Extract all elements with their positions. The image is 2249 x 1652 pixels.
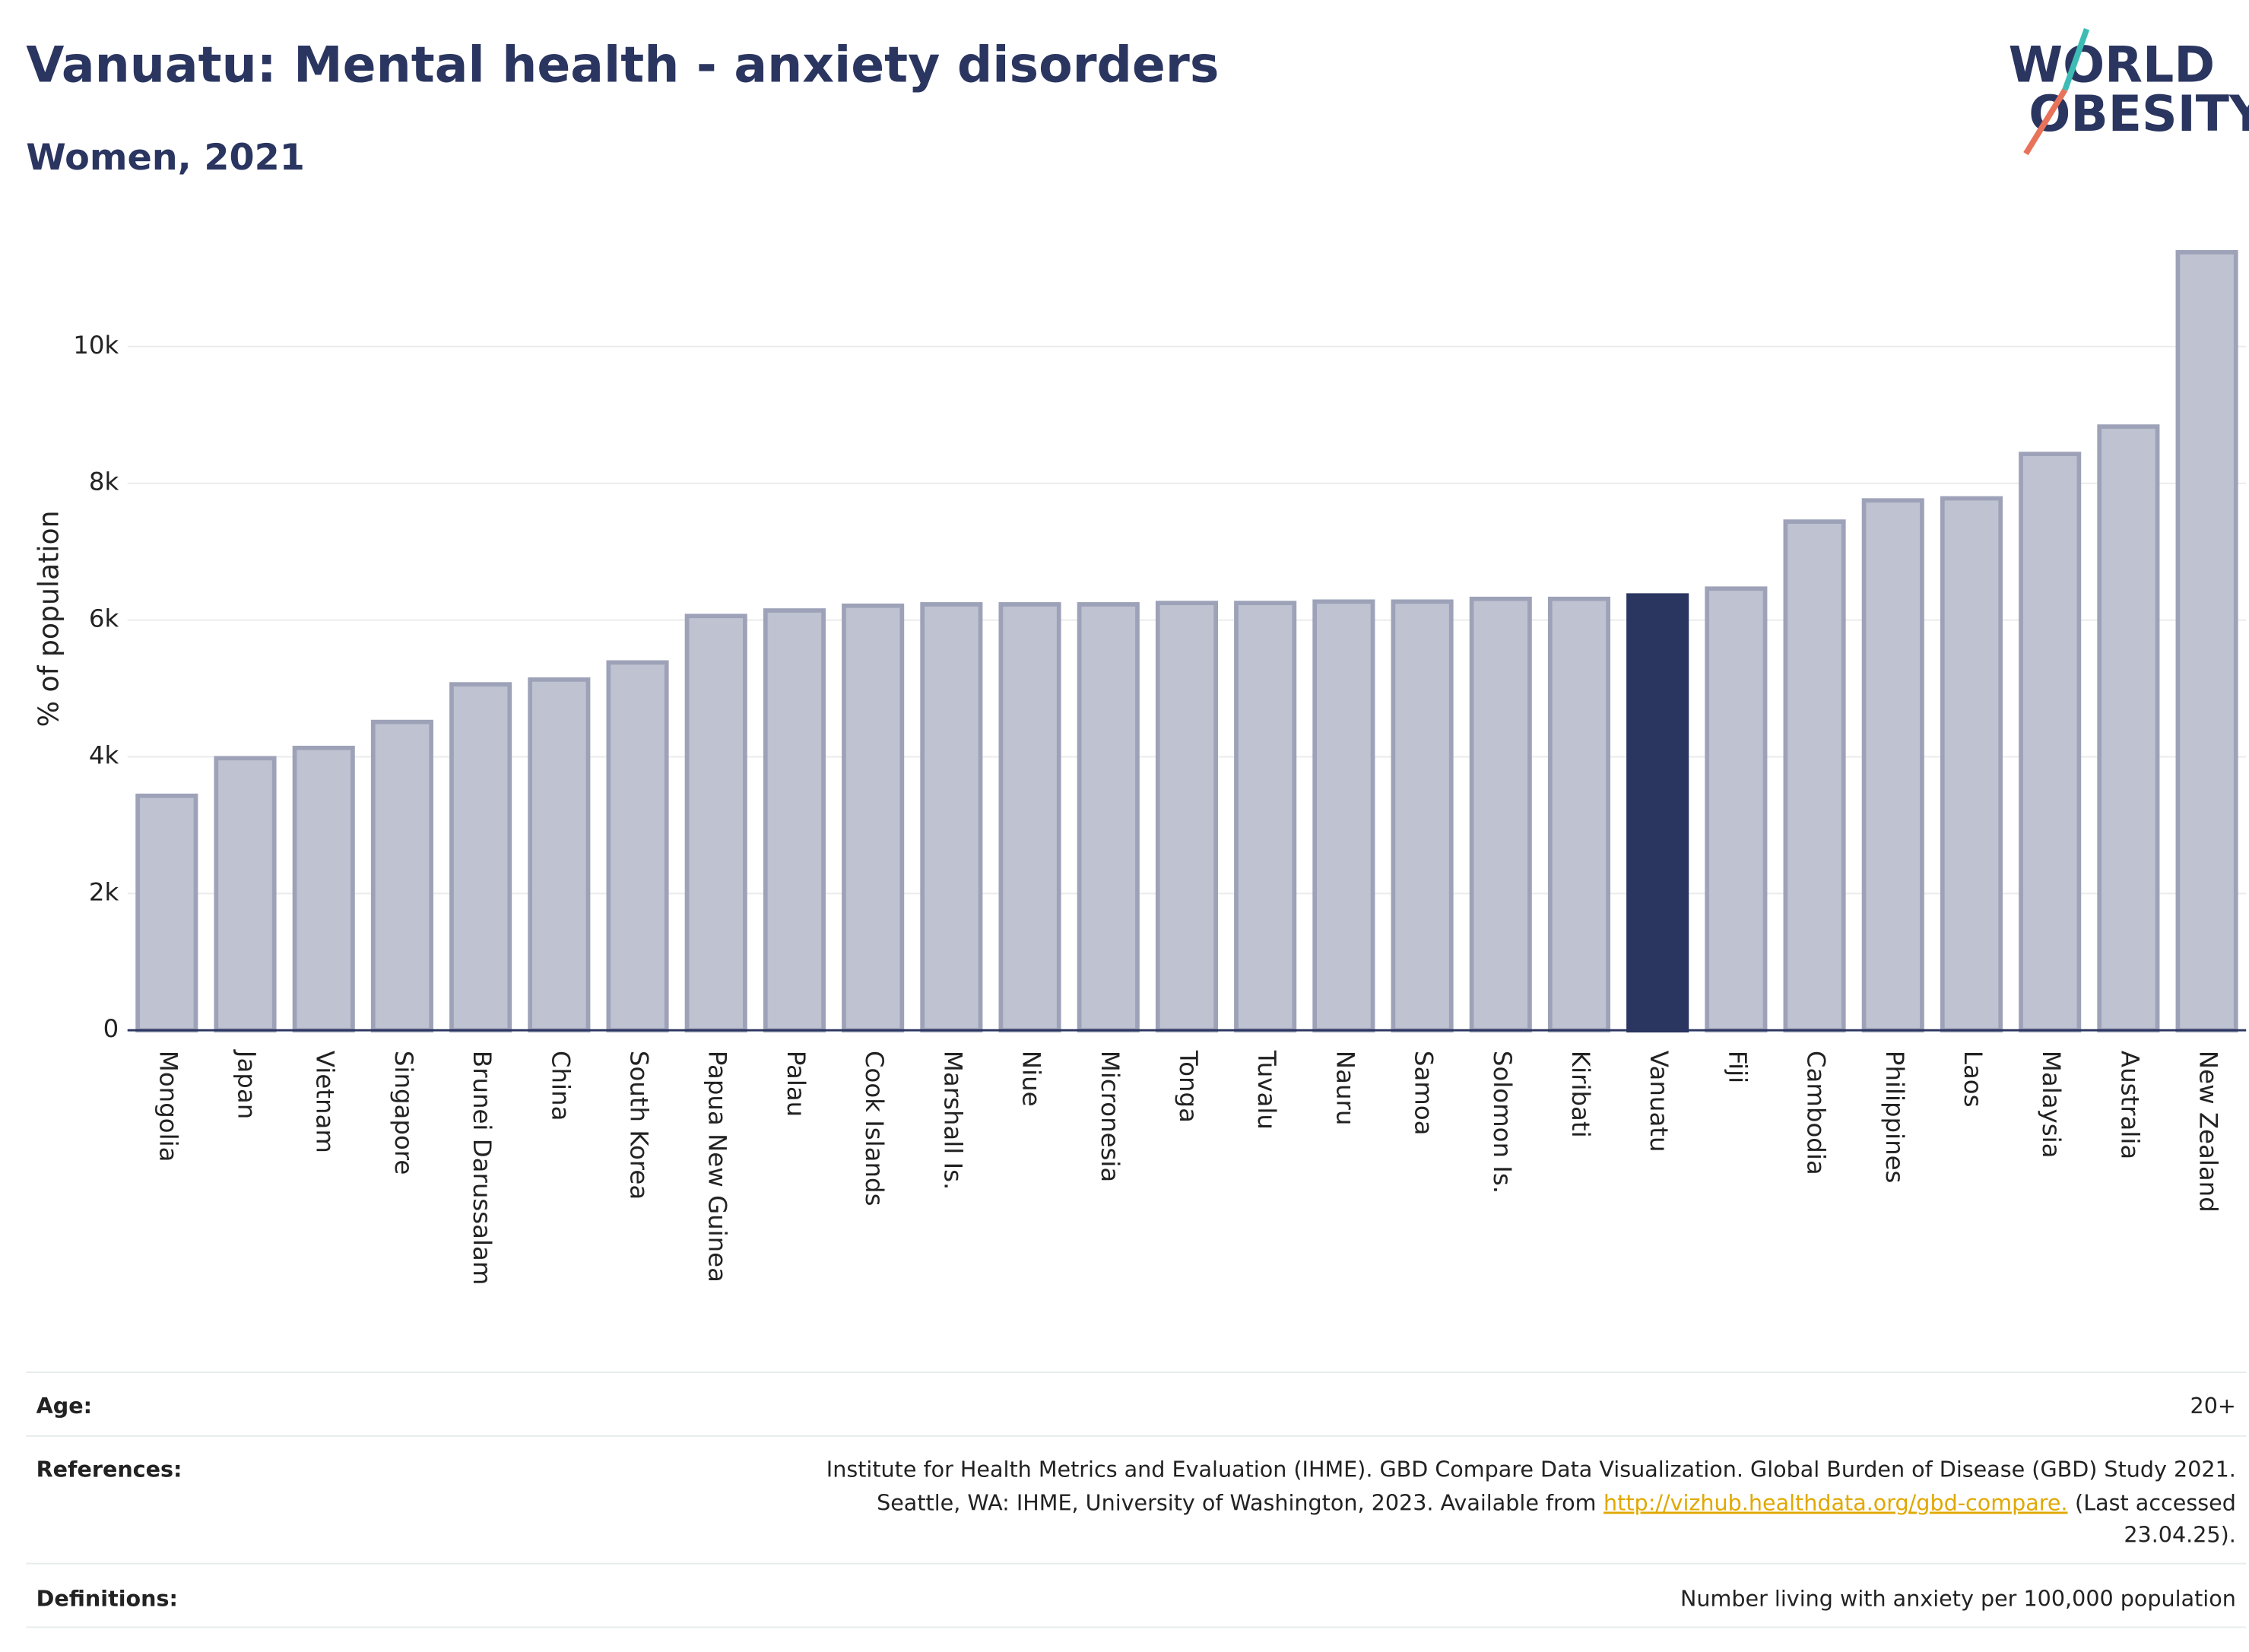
- x-tick-label: Cook Islands: [860, 1051, 889, 1206]
- reference-text: Institute for Health Metrics and Evaluat…: [826, 1457, 2236, 1482]
- bar: [135, 793, 198, 1033]
- y-tick-label: 0: [103, 1014, 119, 1043]
- bar: [528, 677, 591, 1033]
- reference-text: 23.04.25).: [2124, 1521, 2236, 1547]
- bar: [1626, 593, 1689, 1033]
- x-tick-label: China: [546, 1051, 575, 1121]
- bar: [1940, 496, 2003, 1033]
- x-tick-label: Vietnam: [311, 1051, 340, 1153]
- reference-text: (Last accessed: [2075, 1489, 2236, 1515]
- bar: [449, 682, 512, 1033]
- bar: [842, 603, 905, 1033]
- logo-line2: OBESITY: [2029, 86, 2249, 143]
- bar: [1705, 586, 1768, 1033]
- bar: [1547, 596, 1611, 1033]
- x-tick-label: Philippines: [1880, 1051, 1909, 1184]
- bar: [606, 660, 669, 1033]
- x-tick-label: Tonga: [1174, 1050, 1203, 1123]
- x-tick-label: Fiji: [1723, 1051, 1752, 1083]
- x-tick-label: Tuvalu: [1252, 1050, 1281, 1130]
- reference-text: Seattle, WA: IHME, University of Washing…: [877, 1489, 2236, 1515]
- x-tick-label: Vanuatu: [1645, 1051, 1673, 1153]
- bar: [2097, 424, 2160, 1033]
- bar: [684, 614, 747, 1033]
- y-tick-label: 8k: [89, 468, 119, 496]
- reference-text: Seattle, WA: IHME, University of Washing…: [877, 1489, 1596, 1515]
- y-axis-label: % of population: [33, 510, 65, 727]
- age-label: Age:: [36, 1393, 92, 1419]
- y-tick-label: 2k: [89, 877, 119, 906]
- reference-link[interactable]: http://vizhub.healthdata.org/gbd-compare…: [1603, 1489, 2067, 1515]
- x-tick-label: Marshall Is.: [938, 1051, 967, 1190]
- x-tick-label: Cambodia: [1802, 1051, 1831, 1175]
- bar: [1861, 498, 1924, 1033]
- bar: [1234, 601, 1297, 1033]
- chart-title: Vanuatu: Mental health - anxiety disorde…: [26, 36, 1219, 94]
- bar: [1077, 602, 1140, 1033]
- y-tick-label: 6k: [89, 604, 119, 633]
- bar: [1312, 599, 1375, 1033]
- definitions-label: Definitions:: [36, 1585, 178, 1611]
- bar: [1783, 519, 1846, 1033]
- x-tick-label: Micronesia: [1096, 1051, 1124, 1182]
- y-tick-label: 10k: [73, 331, 119, 360]
- x-tick-label: Singapore: [389, 1051, 418, 1175]
- x-tick-label: New Zealand: [2194, 1051, 2223, 1213]
- x-tick-label: Malaysia: [2037, 1051, 2066, 1159]
- bar: [292, 745, 355, 1033]
- x-tick-label: Australia: [2115, 1051, 2144, 1159]
- x-tick-label: Laos: [1959, 1051, 1987, 1108]
- bar: [2019, 452, 2082, 1033]
- bar: [1391, 599, 1454, 1033]
- bar: [998, 602, 1061, 1033]
- bar: [2175, 249, 2238, 1033]
- bar: [763, 608, 826, 1033]
- age-value: 20+: [2190, 1393, 2236, 1419]
- bar: [214, 756, 277, 1033]
- x-tick-label: Papua New Guinea: [703, 1051, 732, 1283]
- bar: [370, 719, 433, 1033]
- x-tick-label: Solomon Is.: [1488, 1051, 1517, 1194]
- x-tick-label: Palau: [782, 1051, 810, 1117]
- x-tick-label: Niue: [1017, 1051, 1046, 1107]
- x-tick-label: Brunei Darussalam: [468, 1051, 496, 1285]
- x-tick-label: Kiribati: [1566, 1051, 1595, 1138]
- x-tick-label: Samoa: [1410, 1051, 1439, 1136]
- x-tick-label: South Korea: [625, 1051, 654, 1200]
- bar: [1155, 601, 1218, 1033]
- logo: WORLD OBESITY: [2009, 27, 2249, 156]
- logo-slash: [2023, 88, 2068, 156]
- bar: [1469, 596, 1532, 1033]
- bar: [920, 602, 983, 1033]
- references-label: References:: [36, 1457, 182, 1482]
- x-tick-label: Japan: [233, 1049, 262, 1119]
- x-tick-label: Mongolia: [154, 1051, 182, 1162]
- footer: [26, 1371, 2247, 1628]
- y-tick-label: 4k: [89, 740, 119, 769]
- logo-line1: WORLD: [2009, 36, 2216, 94]
- logo-slash: [2062, 27, 2090, 91]
- x-tick-label: Nauru: [1331, 1051, 1359, 1125]
- chart-subtitle: Women, 2021: [26, 137, 305, 179]
- definitions-value: Number living with anxiety per 100,000 p…: [1680, 1585, 2236, 1611]
